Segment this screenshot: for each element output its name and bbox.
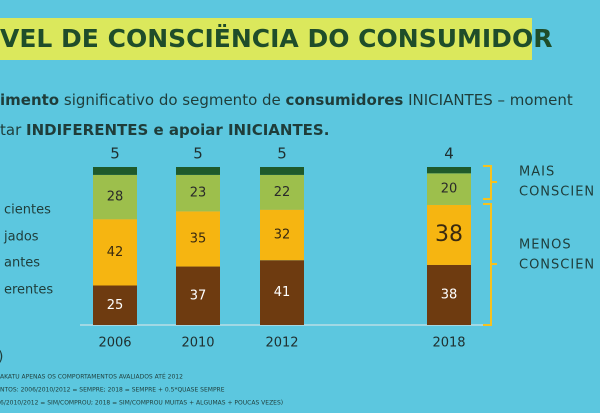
value-label: 5 <box>277 145 287 163</box>
bar-segment <box>176 211 220 267</box>
x-tick-label: 2012 <box>265 336 298 351</box>
subtitle: tar INDIFERENTES e apoiar INICIANTES. <box>0 121 329 139</box>
x-tick-label: 2010 <box>181 336 214 351</box>
value-label: 28 <box>107 190 124 205</box>
title-box <box>0 18 532 60</box>
legend-label: erentes <box>4 283 53 298</box>
bar-segment <box>93 167 137 175</box>
bar-segment <box>176 174 220 212</box>
value-label: 38 <box>441 287 458 302</box>
bar-segment <box>260 209 304 261</box>
bar-segment <box>260 260 304 325</box>
value-label: 32 <box>274 227 291 242</box>
bracket-label: CONSCIEN <box>519 258 595 273</box>
subtitle-part: significativo do segmento de <box>59 91 285 109</box>
bar-segment <box>260 167 304 175</box>
value-label: 35 <box>190 231 207 246</box>
value-label: 4 <box>444 145 454 163</box>
value-label: 42 <box>107 245 124 260</box>
subtitle: imento significativo do segmento de cons… <box>0 91 573 109</box>
subtitle-part: INICIANTES – moment <box>403 91 573 109</box>
subtitle-part: INDIFERENTES e apoiar INICIANTES. <box>26 121 329 139</box>
value-label: 25 <box>107 298 124 313</box>
value-label: 38 <box>435 222 463 247</box>
value-label: 41 <box>274 285 291 300</box>
bracket <box>483 165 497 200</box>
side-mark: ) <box>0 349 3 365</box>
bar-segment <box>176 167 220 175</box>
bar-segment <box>427 167 471 174</box>
bar-segment <box>93 219 137 286</box>
bar-segment <box>427 204 471 265</box>
x-tick-label: 2006 <box>98 336 131 351</box>
legend-label: jados <box>3 230 39 245</box>
footnote: AKATU APENAS OS COMPORTAMENTOS AVALIADOS… <box>0 373 183 381</box>
bar-segment <box>176 266 220 325</box>
value-label: 22 <box>274 185 291 200</box>
subtitle-part: tar <box>0 121 26 139</box>
bar-segment <box>427 173 471 205</box>
bracket-label: MAIS <box>519 165 555 180</box>
value-label: 23 <box>190 186 207 201</box>
legend-label: antes <box>4 256 40 271</box>
bracket <box>483 203 497 326</box>
footnote: NTOS: 2006/2010/2012 = SEMPRE; 2018 = SE… <box>0 387 225 394</box>
bar-segment <box>93 285 137 325</box>
subtitle-part: imento <box>0 91 59 109</box>
title: VEL DE CONSCIËNCIA DO CONSUMIDOR <box>0 23 552 53</box>
bar-segment <box>93 174 137 220</box>
bar-segment <box>427 264 471 325</box>
value-label: 37 <box>190 288 207 303</box>
x-tick-label: 2018 <box>432 336 465 351</box>
bar-segment <box>260 174 304 210</box>
legend-label: cientes <box>4 203 51 218</box>
bracket-label: MENOS <box>519 238 572 253</box>
subtitle-part: consumidores <box>286 91 404 109</box>
footnote: 6/2010/2012 = SIM/COMPROU; 2018 = SIM/CO… <box>0 400 283 407</box>
value-label: 5 <box>193 145 203 163</box>
value-label: 20 <box>441 182 458 197</box>
value-label: 5 <box>110 145 120 163</box>
bracket-label: CONSCIEN <box>519 185 595 200</box>
